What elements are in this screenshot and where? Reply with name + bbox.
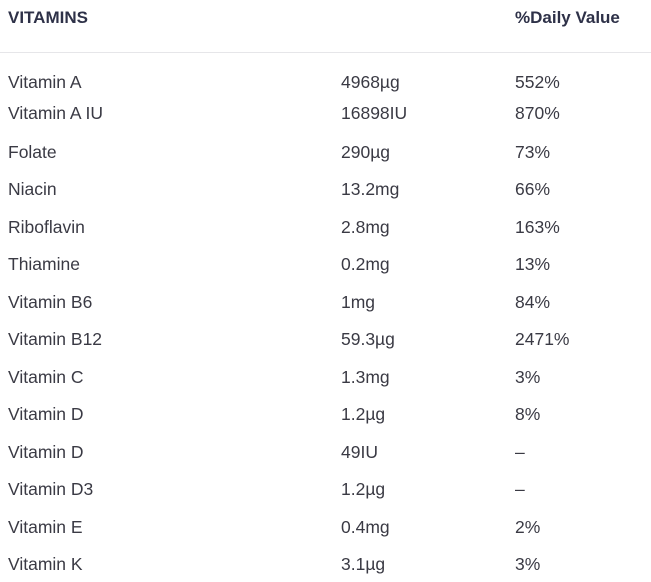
daily-value: 2471%: [515, 329, 570, 349]
nutrient-name: Folate: [8, 141, 57, 162]
daily-value: 3%: [515, 366, 541, 387]
daily-value: 84%: [515, 291, 551, 312]
header-cell: %Daily Value: [515, 8, 620, 27]
nutrient-name: Vitamin C: [8, 366, 84, 387]
amount: 0.2mg: [341, 254, 390, 274]
amount: 2.8mg: [341, 216, 390, 237]
amount: 59.3µg: [341, 329, 395, 349]
amount: 16898IU: [341, 103, 408, 123]
nutrient-name: Riboflavin: [8, 216, 85, 237]
daily-value: 163%: [515, 216, 560, 237]
nutrient-name: Vitamin D: [8, 404, 84, 424]
daily-value: 66%: [515, 179, 551, 199]
daily-value: 73%: [515, 141, 551, 162]
nutrient-name: Vitamin B12: [8, 329, 103, 349]
amount: 0.4mg: [341, 516, 390, 537]
nutrient-name: Niacin: [8, 179, 57, 199]
nutrient-name: Thiamine: [8, 254, 80, 274]
amount: 49IU: [341, 441, 378, 462]
daily-value: –: [515, 479, 525, 499]
amount: 290µg: [341, 141, 391, 162]
daily-value: 552%: [515, 72, 560, 92]
header-cell: VITAMINS: [8, 8, 88, 27]
amount: 3.1µg: [341, 554, 386, 574]
amount: 13.2mg: [341, 179, 400, 199]
amount: 4968µg: [341, 72, 400, 92]
amount: 1mg: [341, 291, 376, 312]
daily-value: 8%: [515, 404, 541, 424]
nutrient-name: Vitamin K: [8, 554, 83, 574]
nutrient-name: Vitamin B6: [8, 291, 93, 312]
amount: 1.2µg: [341, 404, 386, 424]
nutrient-name: Vitamin E: [8, 516, 83, 537]
daily-value: 13%: [515, 254, 551, 274]
daily-value: 3%: [515, 554, 541, 574]
nutrient-name: Vitamin D: [8, 441, 84, 462]
divider: [0, 52, 651, 53]
nutrient-name: Vitamin A: [8, 72, 82, 92]
nutrient-name: Vitamin A IU: [8, 103, 104, 123]
daily-value: 870%: [515, 103, 560, 123]
nutrient-name: Vitamin D3: [8, 479, 94, 499]
amount: 1.3mg: [341, 366, 390, 387]
daily-value: 2%: [515, 516, 541, 537]
amount: 1.2µg: [341, 479, 386, 499]
daily-value: –: [515, 441, 525, 462]
